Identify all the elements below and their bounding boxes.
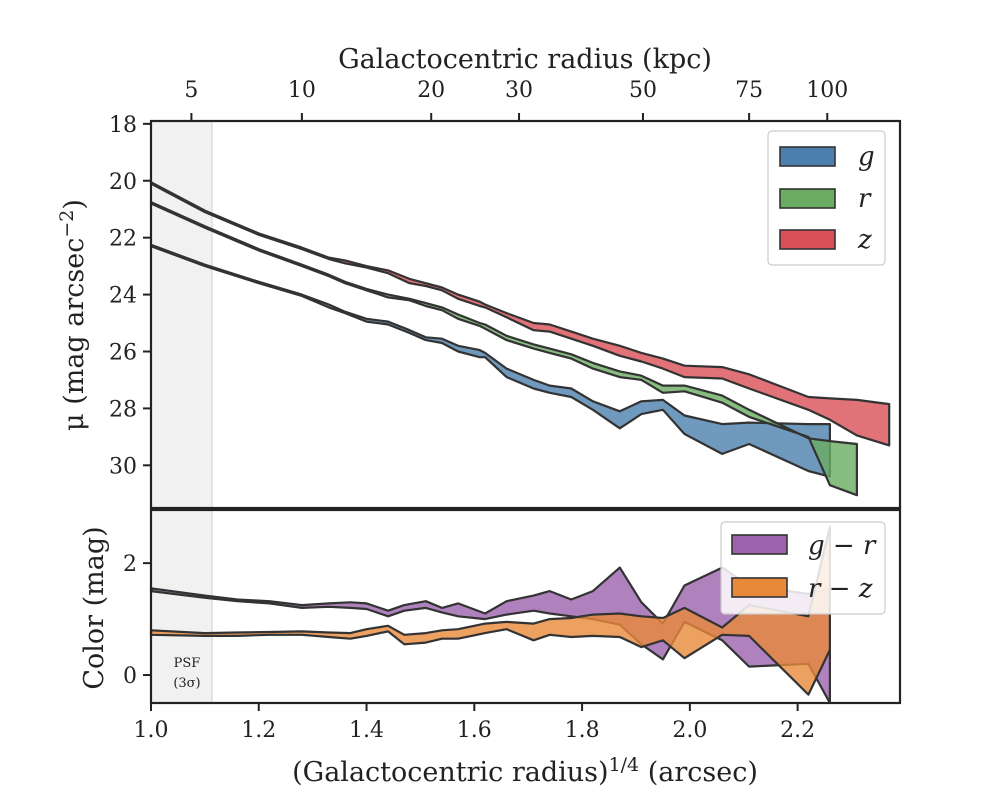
psf-sublabel: (3σ) xyxy=(173,676,200,691)
top-x-tick-label: 10 xyxy=(288,78,316,103)
bottom-legend: g − r r − z xyxy=(720,521,886,615)
x-tick-label: 2.0 xyxy=(672,718,707,743)
legend-swatch-r-minus-z xyxy=(731,577,788,598)
series-r-minus-z-band xyxy=(149,525,832,696)
legend-label-r-minus-z: r − z xyxy=(808,574,873,604)
series-z-band xyxy=(149,181,891,447)
x-label-exponent: 1/4 xyxy=(609,754,640,776)
legend-label-r: r xyxy=(858,184,872,214)
top-x-tick-label: 50 xyxy=(629,78,657,103)
legend-label-z: z xyxy=(857,225,872,255)
color-y-tick-label: 0 xyxy=(123,664,137,689)
legend-swatch-g xyxy=(779,146,836,167)
y-label-mu: μ (mag arcsec xyxy=(59,238,90,431)
x-tick-label: 1.4 xyxy=(349,718,384,743)
x-tick-label: 1.2 xyxy=(241,718,276,743)
x-axis-label: (Galactocentric radius)1/4 (arcsec) xyxy=(292,754,758,788)
series-g-band xyxy=(149,243,832,478)
legend-swatch-r xyxy=(779,188,836,209)
x-label-main: (Galactocentric radius) xyxy=(292,757,608,788)
x-tick-label: 2.2 xyxy=(780,718,815,743)
y-tick-label: 18 xyxy=(109,113,137,138)
top-x-tick-label: 100 xyxy=(806,78,848,103)
legend-label-g-minus-r: g − r xyxy=(808,531,877,561)
y-tick-label: 20 xyxy=(109,170,137,195)
top-legend: g r z xyxy=(767,130,886,266)
y-label-exponent: −2 xyxy=(56,210,78,238)
top-x-tick-label: 30 xyxy=(505,78,533,103)
legend-swatch-z xyxy=(779,229,836,250)
psf-region: PSF (3σ) xyxy=(151,121,213,703)
y-tick-label: 28 xyxy=(109,397,137,422)
psf-shade-bottom xyxy=(151,510,212,703)
x-tick-label: 1.6 xyxy=(457,718,492,743)
x-tick-label: 1.0 xyxy=(134,718,169,743)
top-panel-y-axis-label: μ (mag arcsec−2) xyxy=(56,199,90,431)
legend-swatch-g-minus-r xyxy=(731,534,788,555)
x-tick-label: 1.8 xyxy=(565,718,600,743)
legend-label-g: g xyxy=(858,142,875,172)
x-label-tail: (arcsec) xyxy=(639,757,758,788)
top-axis-title: Galactocentric radius (kpc) xyxy=(338,44,712,75)
y-label-close: ) xyxy=(59,199,90,210)
top-x-tick-label: 5 xyxy=(184,78,198,103)
psf-shade-top xyxy=(151,121,212,508)
top-x-tick-label: 75 xyxy=(735,78,763,103)
bottom-panel-frame xyxy=(149,508,902,705)
top-panel-series xyxy=(149,181,891,497)
top-x-tick-label: 20 xyxy=(417,78,445,103)
axis-ticks: 18 20 22 24 26 28 30 5 10 20 30 50 75 100 0 2 1.0 1.2 1.4 1… xyxy=(109,78,848,743)
y-tick-label: 26 xyxy=(109,340,137,365)
psf-label: PSF xyxy=(174,656,201,671)
series-r-band xyxy=(149,201,859,497)
y-tick-label: 30 xyxy=(109,454,137,479)
color-y-tick-label: 2 xyxy=(123,552,137,577)
y-tick-label: 24 xyxy=(109,284,137,309)
y-tick-label: 22 xyxy=(109,227,137,252)
bottom-panel-y-axis-label: Color (mag) xyxy=(79,526,110,689)
top-panel-frame xyxy=(149,119,902,510)
